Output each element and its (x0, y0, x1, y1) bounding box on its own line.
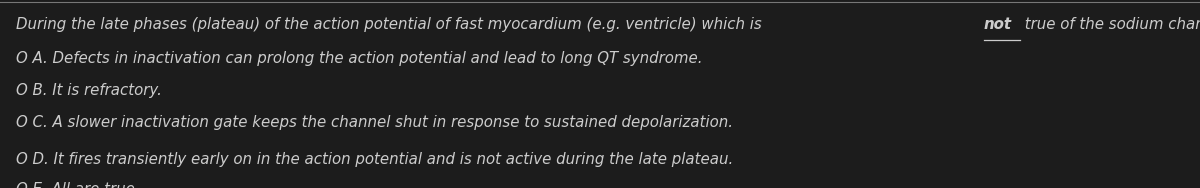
Text: O B. It is refractory.: O B. It is refractory. (16, 83, 162, 98)
Text: O A. Defects in inactivation can prolong the action potential and lead to long Q: O A. Defects in inactivation can prolong… (16, 51, 702, 66)
Text: O D. It fires transiently early on in the action potential and is not active dur: O D. It fires transiently early on in th… (16, 152, 733, 167)
Text: not: not (984, 17, 1012, 32)
Text: O C. A slower inactivation gate keeps the channel shut in response to sustained : O C. A slower inactivation gate keeps th… (16, 115, 732, 130)
Text: true of the sodium channel?: true of the sodium channel? (1020, 17, 1200, 32)
Text: O E. All are true.: O E. All are true. (16, 182, 139, 188)
Text: During the late phases (plateau) of the action potential of fast myocardium (e.g: During the late phases (plateau) of the … (16, 17, 766, 32)
